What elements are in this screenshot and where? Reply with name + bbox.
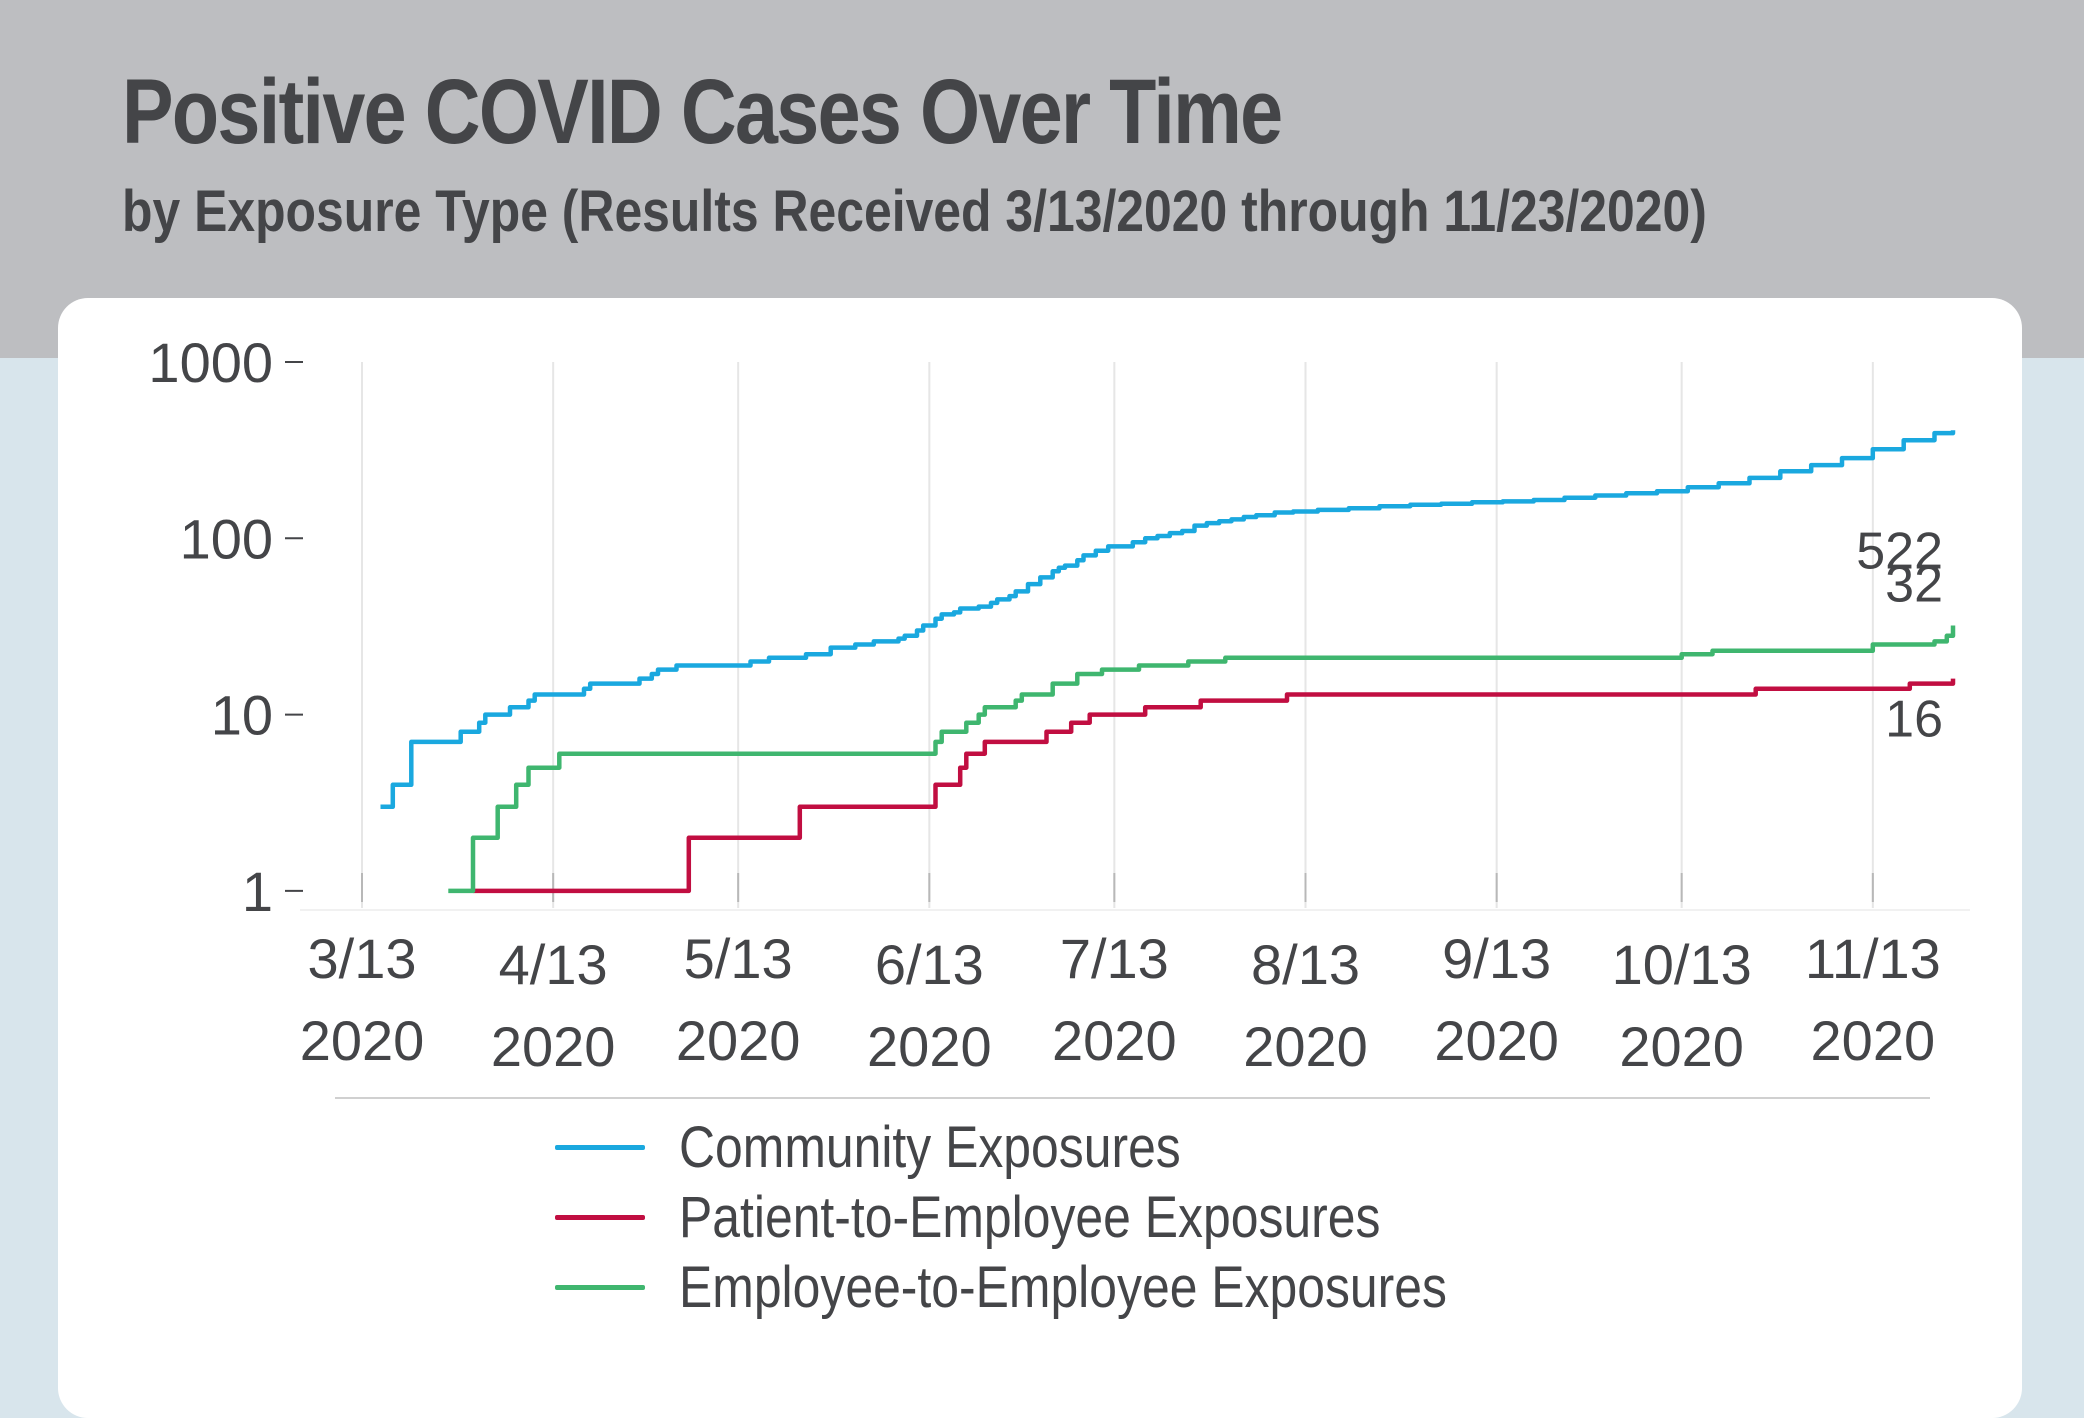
series-lines: [380, 430, 1956, 894]
x-tick-label-year: 2020: [300, 1009, 425, 1072]
series-line-1: [473, 678, 1956, 894]
x-tick-label-year: 2020: [1619, 1015, 1744, 1078]
axes: 3/13 2020 4/13 2020 5/13 2020 6/13 2020 7/13 2020…: [148, 331, 1970, 1099]
series-end-label: 16: [1885, 691, 1943, 749]
legend: Community Exposures Patient-to-Employee …: [555, 1112, 1572, 1322]
series-line-2: [448, 625, 1956, 894]
y-tick-label: 1000: [148, 331, 273, 394]
x-tick-label-year: 2020: [1052, 1009, 1177, 1072]
x-tick-label: 11/13: [1805, 927, 1941, 990]
legend-swatch-patient-to-employee: [555, 1214, 645, 1220]
series-end-label: 32: [1885, 556, 1943, 614]
x-tick-label: 7/13: [1060, 927, 1169, 990]
chart-subtitle: by Exposure Type (Results Received 3/13/…: [122, 179, 1707, 244]
x-tick-label-year: 2020: [1243, 1015, 1368, 1078]
chart-title: Positive COVID Cases Over Time: [122, 61, 1283, 163]
x-tick-label-year: 2020: [1811, 1009, 1936, 1072]
x-tick-label-year: 2020: [867, 1015, 992, 1078]
x-tick-label: 9/13: [1442, 927, 1551, 990]
x-tick-label: 3/13: [308, 927, 417, 990]
y-tick-label: 1: [242, 860, 273, 923]
legend-label-community: Community Exposures: [679, 1114, 1181, 1180]
chart-svg: 3/13 2020 4/13 2020 5/13 2020 6/13 2020 7/13 2020…: [148, 331, 1970, 1099]
x-tick-label-year: 2020: [491, 1015, 616, 1078]
legend-label-employee-to-employee: Employee-to-Employee Exposures: [679, 1254, 1447, 1320]
x-tick-label: 5/13: [684, 927, 793, 990]
legend-item-employee-to-employee: Employee-to-Employee Exposures: [555, 1252, 1572, 1322]
x-tick-label-year: 2020: [676, 1009, 801, 1072]
legend-label-patient-to-employee: Patient-to-Employee Exposures: [679, 1184, 1381, 1250]
x-tick-label: 8/13: [1251, 933, 1360, 996]
grid-lines: [361, 362, 1874, 908]
legend-item-patient-to-employee: Patient-to-Employee Exposures: [555, 1182, 1572, 1252]
legend-item-community: Community Exposures: [555, 1112, 1572, 1182]
x-tick-label: 10/13: [1612, 933, 1752, 996]
series-line-0: [380, 430, 1956, 810]
y-tick-label: 100: [180, 507, 273, 570]
series-end-label: 522: [1856, 522, 1943, 580]
x-tick-label-year: 2020: [1434, 1009, 1559, 1072]
x-tick-label: 4/13: [499, 933, 608, 996]
end-labels: 522 16 32: [1856, 522, 1943, 748]
chart-card: [58, 298, 2022, 1418]
legend-swatch-employee-to-employee: [555, 1284, 645, 1290]
x-tick-label: 6/13: [875, 933, 984, 996]
y-tick-label: 10: [211, 684, 273, 747]
legend-swatch-community: [555, 1144, 645, 1150]
